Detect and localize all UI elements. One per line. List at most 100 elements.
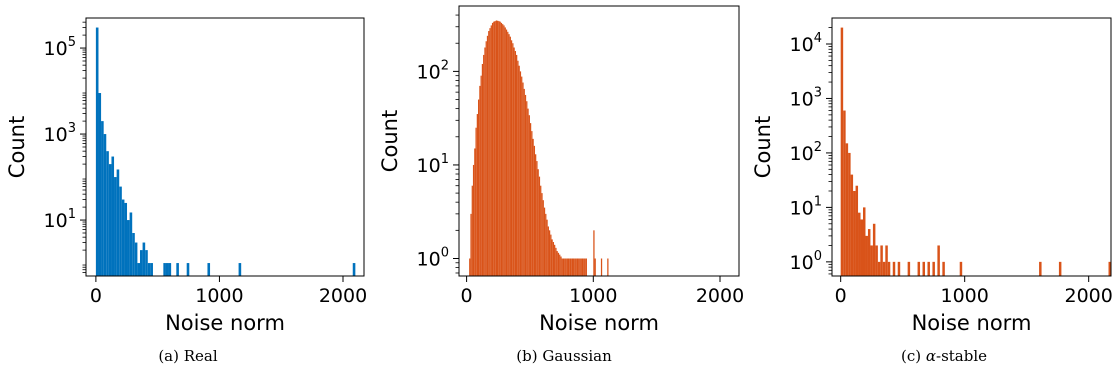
histogram-bar (885, 245, 888, 276)
histogram-bar (103, 134, 107, 276)
y-tick-base: 10 (44, 210, 68, 232)
histogram-bar (176, 263, 179, 276)
histogram-bar (569, 258, 571, 276)
plot-frame (831, 17, 1112, 277)
histogram-bar (497, 20, 499, 276)
histogram-bar (147, 263, 151, 276)
histogram-bar (163, 263, 166, 276)
histogram-bar (98, 93, 102, 276)
y-tick-base: 10 (417, 61, 441, 83)
histogram-bar (512, 43, 514, 277)
histogram-bar (565, 258, 567, 276)
histogram-bar (1108, 261, 1111, 276)
y-tick-label: 102 (417, 58, 449, 83)
histogram-bar (516, 54, 518, 277)
histogram-bar (932, 261, 935, 276)
histogram-bar (168, 263, 172, 276)
histogram-bar (541, 193, 543, 276)
y-tick-label: 100 (790, 249, 822, 274)
y-tick-label: 101 (790, 194, 822, 219)
histogram-bar (521, 76, 523, 276)
histogram-bar (927, 261, 930, 276)
histogram-bar (132, 233, 135, 276)
x-tick-label: 1000 (195, 285, 243, 307)
histogram-bar (527, 108, 529, 276)
histogram-bar (545, 213, 547, 276)
histogram-bar (498, 21, 500, 277)
x-axis-label: Noise norm (165, 311, 285, 335)
histogram-bar (548, 230, 551, 276)
histogram-bar (533, 145, 536, 276)
histogram-bar (942, 261, 945, 276)
histogram-bar (145, 250, 148, 276)
histogram-bar (538, 176, 541, 276)
histogram-bar (491, 22, 494, 277)
caption-alpha-symbol: α (925, 347, 937, 365)
histogram-bar (559, 254, 561, 276)
histogram-bar (519, 71, 522, 276)
histogram-bar (480, 75, 482, 276)
histogram-bar (114, 177, 117, 276)
histogram-bar (897, 261, 901, 276)
histogram-bar (503, 25, 505, 276)
histogram-bar (860, 219, 863, 276)
histogram-bar (502, 24, 504, 277)
caption-real: (a) Real (158, 347, 217, 365)
y-tick-exponent: 4 (814, 31, 822, 46)
histogram-bar (478, 99, 480, 277)
histogram-bar (546, 219, 548, 276)
histogram-bar (562, 258, 565, 276)
histogram-bar (575, 258, 577, 276)
histogram-bar (470, 213, 472, 276)
histogram-bar (607, 258, 609, 276)
histogram-bar (472, 164, 475, 276)
histogram-bar (142, 242, 146, 276)
histogram-bar (493, 21, 495, 276)
histogram-bar (537, 169, 539, 276)
histogram-bar (134, 242, 138, 276)
histogram-bar (540, 185, 542, 276)
histogram-bar (850, 174, 854, 276)
histogram-bar (101, 121, 104, 276)
histogram-bar (476, 114, 479, 277)
histogram-bar (593, 230, 595, 276)
histogram-bar (576, 258, 579, 276)
histogram-bar (542, 200, 544, 276)
histogram-bar (207, 263, 211, 276)
histogram-bar (570, 258, 572, 276)
histogram-bar (880, 245, 883, 276)
histogram-bar (922, 261, 925, 276)
histogram-bar (495, 20, 498, 277)
x-tick-label: 2000 (1065, 285, 1113, 307)
histogram-bar (848, 152, 851, 276)
histogram-bar (528, 115, 530, 276)
y-tick-exponent: 3 (68, 121, 76, 136)
histogram-bar (95, 27, 99, 277)
histogram-bar (594, 258, 596, 276)
histogram-bar (550, 234, 552, 276)
histogram-bar (475, 127, 477, 276)
histogram-bar (500, 22, 503, 277)
histogram-bar (554, 244, 556, 276)
histogram-bar (567, 258, 570, 276)
histogram-bar (484, 47, 486, 277)
y-tick-base: 10 (417, 248, 441, 270)
histogram-bar (499, 21, 501, 276)
y-tick-base: 10 (790, 252, 814, 274)
caption-label: -stable (936, 347, 988, 365)
histogram-bar (509, 36, 511, 276)
histogram-bar (111, 156, 115, 276)
histogram-bar (937, 245, 940, 276)
histogram-bar (485, 41, 487, 276)
histogram-bar (858, 212, 861, 276)
y-tick-label: 102 (790, 140, 822, 165)
histogram-bar (165, 263, 169, 276)
histogram-bar (845, 143, 849, 276)
y-tick-exponent: 0 (814, 249, 822, 264)
histogram-bar (552, 242, 555, 276)
y-tick-label: 100 (417, 245, 449, 270)
histogram-bar (106, 151, 109, 276)
histogram-bar (882, 261, 886, 276)
histogram-bar (479, 85, 481, 276)
histogram-bar (129, 212, 133, 276)
